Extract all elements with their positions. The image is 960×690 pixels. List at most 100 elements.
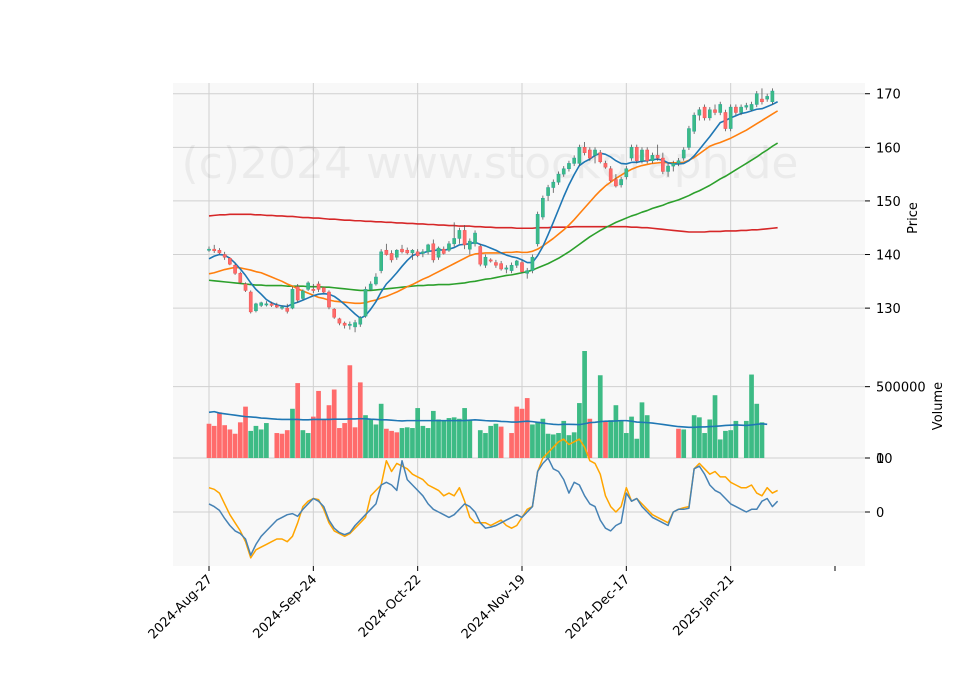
candle <box>702 104 707 121</box>
candle-body <box>598 152 603 163</box>
volume-bar <box>493 423 499 458</box>
candle-body <box>561 168 566 175</box>
candle-body <box>697 109 702 116</box>
candle-body <box>295 286 300 301</box>
volume-bar <box>749 374 754 458</box>
candle <box>410 249 415 260</box>
candle-body <box>765 96 769 100</box>
candle-body <box>530 256 535 271</box>
volume-bar <box>717 439 723 458</box>
volume-bar <box>420 425 426 458</box>
candle-body <box>473 232 477 245</box>
candle-body <box>337 318 342 324</box>
candle-body <box>280 306 284 309</box>
candle <box>321 286 326 294</box>
candle-body <box>254 303 258 312</box>
volume-bar <box>618 420 624 458</box>
volume-bar <box>227 429 233 458</box>
volume-bar <box>389 430 394 458</box>
candle-body <box>514 260 519 266</box>
candle <box>394 249 399 260</box>
volume-bar <box>519 408 525 458</box>
candle <box>212 244 217 253</box>
volume-bar <box>691 415 697 458</box>
candle-body <box>358 317 363 325</box>
candle <box>509 262 514 274</box>
candle-body <box>546 187 550 196</box>
volume-bar <box>608 420 614 458</box>
price-axis-label: Price <box>906 202 921 234</box>
candle <box>269 301 274 308</box>
candle <box>577 144 582 167</box>
candle-body <box>499 263 503 270</box>
volume-bar <box>368 418 374 458</box>
candle <box>572 155 576 167</box>
candle-body <box>285 307 290 312</box>
candle <box>593 147 597 164</box>
candle <box>342 321 347 329</box>
oscillator-signal-line <box>208 438 778 559</box>
candle-body <box>259 302 263 306</box>
candle <box>535 211 540 247</box>
candle-body <box>431 243 436 261</box>
candle <box>629 144 634 161</box>
candle <box>400 244 404 254</box>
candle-body <box>389 253 394 261</box>
volume-bar <box>321 419 327 458</box>
candlesticks <box>207 88 775 333</box>
volume-bar <box>217 412 222 458</box>
volume-bar <box>347 365 353 458</box>
volume-bar <box>571 432 577 458</box>
candle-body <box>702 106 707 119</box>
candle-body <box>504 267 509 270</box>
candle-body <box>676 160 681 164</box>
candle-body <box>687 128 691 148</box>
volume-bar <box>483 433 488 458</box>
candle <box>707 107 712 121</box>
candle <box>468 238 472 255</box>
candle-body <box>603 163 608 168</box>
candle-body <box>468 240 472 250</box>
candle <box>754 91 759 108</box>
candle <box>525 267 530 279</box>
volume-bar <box>681 429 687 458</box>
volume-bar <box>639 402 645 458</box>
candle-body <box>233 264 237 274</box>
candle <box>207 246 211 252</box>
candle <box>483 254 488 268</box>
candle <box>488 258 493 263</box>
candle-body <box>650 155 655 161</box>
candle-body <box>572 157 576 164</box>
candle-body <box>640 149 644 161</box>
volume-bar <box>331 389 337 458</box>
volume-bar <box>566 435 572 458</box>
candle <box>275 302 279 309</box>
candle-body <box>384 249 389 255</box>
candle <box>619 176 623 188</box>
volume-bar <box>498 426 504 458</box>
candle-body <box>739 106 743 113</box>
candle-body <box>556 173 561 183</box>
candle-body <box>342 322 347 326</box>
candle-body <box>541 197 545 218</box>
candle <box>744 102 749 110</box>
volume-bar <box>587 418 593 458</box>
volume-bar <box>697 417 702 458</box>
volume-bar <box>629 416 634 458</box>
volume-bar <box>264 423 269 458</box>
candle <box>295 284 300 303</box>
candle <box>478 243 483 267</box>
volume-bar <box>514 406 520 458</box>
volume-bar <box>634 438 640 458</box>
volume-bar <box>597 375 603 458</box>
candle <box>603 160 608 169</box>
candle-body <box>363 289 368 317</box>
candle-body <box>744 105 749 108</box>
price-panel <box>173 83 865 351</box>
candle-body <box>462 230 467 246</box>
volume-bar <box>415 408 421 458</box>
candle <box>301 289 305 301</box>
y-tick-label: 130 <box>876 302 901 317</box>
candle-body <box>311 289 316 291</box>
volume-bar <box>545 433 551 458</box>
